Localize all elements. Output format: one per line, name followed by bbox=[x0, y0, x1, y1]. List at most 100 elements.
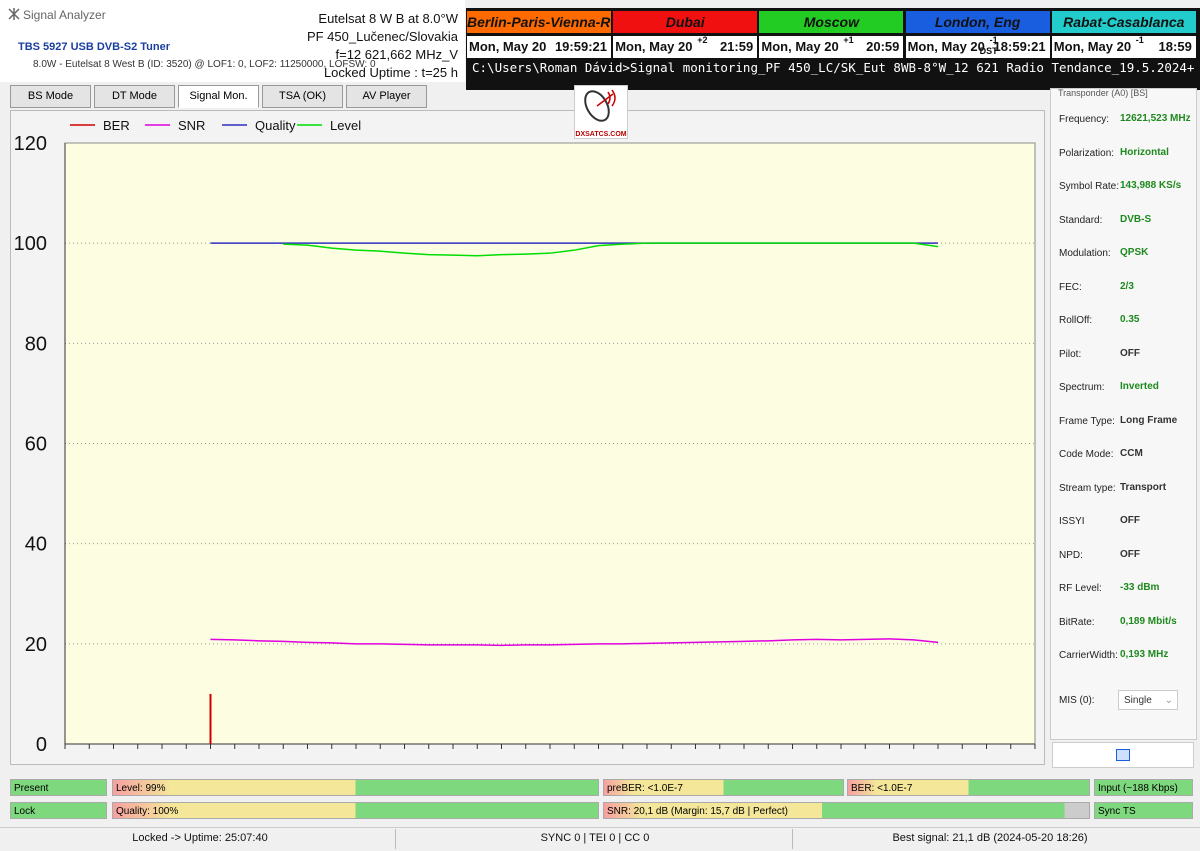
clock-time: 18:59:21 bbox=[993, 39, 1046, 54]
clock-city: Rabat-Casablanca bbox=[1051, 11, 1196, 33]
field-value: Transport bbox=[1120, 481, 1167, 493]
lock-indicator: Lock bbox=[10, 802, 107, 819]
logo-text: DXSATCS.COM bbox=[575, 131, 627, 138]
field-label: Stream type: bbox=[1059, 482, 1116, 494]
info-line: PF 450_Lučenec/Slovakia bbox=[306, 29, 458, 44]
status-item: SYNC 0 | TEI 0 | CC 0 bbox=[540, 832, 650, 844]
info-line: Eutelsat 8 W B at 8.0°W bbox=[318, 11, 458, 26]
field-label: Frequency: bbox=[1059, 114, 1110, 125]
tab[interactable]: TSA (OK) bbox=[262, 85, 343, 108]
field-value: 12621,523 MHz bbox=[1120, 113, 1191, 124]
y-tick-label: 80 bbox=[25, 333, 47, 355]
field-label: RF Level: bbox=[1059, 583, 1102, 594]
status-divider bbox=[395, 829, 396, 849]
mis-value: Single bbox=[1124, 695, 1152, 706]
y-tick-label: 100 bbox=[14, 233, 47, 255]
chart: 0 20 40 60 80 100 120 BER SNR Quality Level bbox=[14, 118, 1036, 756]
snr-meter: SNR: 20,1 dB (Margin: 15,7 dB | Perfect) bbox=[603, 802, 1090, 819]
tuner-details: 8.0W - Eutelsat 8 West B (ID: 3520) @ LO… bbox=[33, 59, 376, 70]
logo-dish bbox=[584, 89, 616, 122]
field-label: Code Mode: bbox=[1059, 449, 1114, 460]
status-item: Locked -> Uptime: 25:07:40 bbox=[132, 832, 268, 844]
field-label: Spectrum: bbox=[1059, 382, 1105, 393]
legend-label: BER bbox=[103, 118, 130, 133]
field-label: NPD: bbox=[1059, 549, 1083, 561]
y-tick-label: 0 bbox=[36, 734, 47, 756]
preber-meter: preBER: <1.0E-7 bbox=[603, 779, 844, 796]
logo: DXSATCS.COM bbox=[574, 85, 628, 139]
field-label: ISSYI bbox=[1059, 516, 1085, 527]
tab[interactable]: DT Mode bbox=[94, 85, 175, 108]
clock-date: Mon, May 20 bbox=[907, 39, 985, 54]
field-value: OFF bbox=[1120, 548, 1140, 560]
tab[interactable]: Signal Mon. bbox=[178, 85, 259, 108]
clock-city: London, Eng bbox=[905, 11, 1050, 33]
field-label: Polarization: bbox=[1059, 147, 1115, 159]
clock-row bbox=[1051, 36, 1196, 58]
clock-offset: +1 bbox=[843, 35, 854, 45]
clock-time: 18:59 bbox=[1158, 39, 1192, 54]
clock-date: Mon, May 20 bbox=[615, 39, 693, 54]
clock-time: 20:59 bbox=[866, 39, 900, 54]
field-value: 143,988 KS/s bbox=[1120, 180, 1182, 191]
y-tick-label: 60 bbox=[25, 434, 47, 456]
clock-time: 21:59 bbox=[719, 39, 754, 54]
field-label: CarrierWidth: bbox=[1059, 650, 1118, 661]
legend-label: Level bbox=[330, 118, 361, 133]
field-value: CCM bbox=[1120, 448, 1143, 459]
ber-meter: BER: <1.0E-7 bbox=[847, 779, 1090, 796]
legend-label: SNR bbox=[178, 118, 205, 133]
transponder-panel bbox=[1050, 88, 1197, 740]
clock-offset: +2 bbox=[697, 35, 708, 45]
field-value: QPSK bbox=[1120, 247, 1149, 258]
field-value: Horizontal bbox=[1120, 146, 1169, 158]
app-icon bbox=[8, 8, 20, 20]
clock-city: Moscow bbox=[759, 11, 904, 33]
clock-row bbox=[613, 36, 758, 58]
clock-city: Berlin-Paris-Vienna-Roma bbox=[467, 11, 639, 33]
field-value: 0.35 bbox=[1120, 314, 1140, 325]
clock-offset: -1 bbox=[1135, 35, 1144, 45]
field-label: Symbol Rate: bbox=[1059, 181, 1120, 192]
clock-row bbox=[759, 36, 904, 58]
series-line bbox=[210, 638, 939, 647]
field-label: Frame Type: bbox=[1059, 415, 1115, 427]
quality-meter: Quality: 100% bbox=[112, 802, 599, 819]
y-tick-label: 40 bbox=[25, 534, 47, 556]
tab[interactable]: BS Mode bbox=[10, 85, 91, 108]
clock-city: Dubai bbox=[613, 11, 758, 33]
field-label: Modulation: bbox=[1059, 248, 1111, 259]
panel-button[interactable] bbox=[1052, 742, 1194, 768]
field-value: OFF bbox=[1120, 515, 1140, 526]
info-line: Locked Uptime : t=25 h bbox=[323, 65, 458, 80]
status-bar bbox=[0, 827, 1200, 851]
field-label: Standard: bbox=[1059, 214, 1103, 226]
field-label: RollOff: bbox=[1059, 315, 1093, 326]
y-tick-label: 120 bbox=[14, 133, 47, 155]
y-tick-label: 20 bbox=[25, 634, 47, 656]
status-divider bbox=[792, 829, 793, 849]
tab[interactable]: AV Player bbox=[346, 85, 427, 108]
mis-label: MIS (0): bbox=[1059, 695, 1095, 706]
header-panel bbox=[0, 0, 465, 82]
clock-date: Mon, May 20 bbox=[761, 39, 839, 54]
legend-label: Quality bbox=[255, 118, 296, 133]
field-value: -33 dBm bbox=[1120, 582, 1160, 593]
present-indicator: Present bbox=[10, 779, 107, 796]
clock-row bbox=[905, 36, 1050, 58]
window-title: Signal Analyzer bbox=[23, 8, 106, 22]
clock-date: Mon, May 20 bbox=[1053, 39, 1132, 54]
clock-offset: -1 bbox=[989, 35, 998, 45]
field-value: 2/3 bbox=[1120, 280, 1134, 292]
field-label: BitRate: bbox=[1059, 616, 1095, 628]
field-value: Long Frame bbox=[1120, 414, 1178, 426]
tuner-name: TBS 5927 USB DVB-S2 Tuner bbox=[18, 41, 171, 53]
field-value: Inverted bbox=[1120, 381, 1159, 392]
sync-indicator: Sync TS bbox=[1094, 802, 1193, 819]
mis-select[interactable]: Single ⌄ bbox=[1118, 690, 1178, 710]
status-item: Best signal: 21,1 dB (2024-05-20 18:26) bbox=[892, 832, 1088, 844]
field-label: Pilot: bbox=[1059, 348, 1082, 360]
input-indicator: Input (~188 Kbps) bbox=[1094, 779, 1193, 796]
clock-date: Mon, May 20 bbox=[469, 39, 547, 54]
